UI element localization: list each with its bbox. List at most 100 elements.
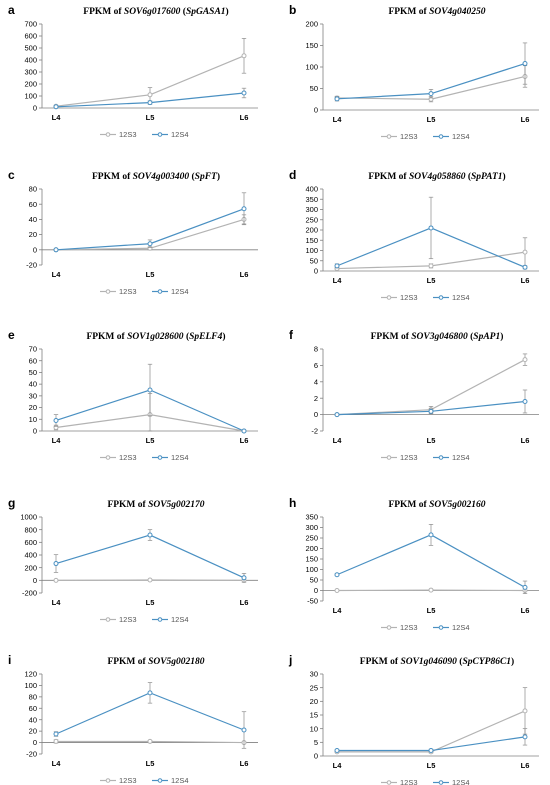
data-point [428,748,434,754]
y-tick-label: 400 [305,185,318,194]
x-tick-label: L6 [521,115,530,124]
data-point [53,577,59,583]
panel-f: f FPKM of SOV3g046800 (SpAP1) -2 0 2 4 6 8 L4 L5 L… [289,328,539,462]
legend-item: 12S4 [152,130,189,139]
legend-label: 12S3 [119,615,137,624]
legend-label: 12S4 [171,776,189,785]
legend-marker [157,289,163,294]
y-tick-label: 60 [29,200,37,209]
y-tick-label: 300 [305,205,318,214]
legend-marker [105,289,111,294]
legend-label: 12S3 [400,623,418,632]
legend-item: 12S4 [152,453,189,462]
y-tick-label: 40 [29,215,37,224]
legend-item: 12S4 [433,453,470,462]
legend-marker [386,625,392,630]
series-line [55,534,245,579]
legend-marker [438,295,444,300]
y-tick-label: 20 [29,403,37,412]
data-point [53,104,59,110]
data-point [428,225,434,231]
data-point [147,532,153,538]
data-point [522,357,528,363]
y-tick-label: 10 [29,415,37,424]
x-tick-label: L5 [146,759,155,768]
data-point [522,398,528,404]
panel-letter: f [289,328,294,342]
y-tick-label: 0 [314,586,318,595]
chart-title: FPKM of SOV1g028600 (SpELF4) [86,331,225,342]
x-tick-label: L4 [52,436,62,445]
y-tick-label: 2 [314,394,318,403]
series-12S4 [334,42,528,102]
y-tick-label: 30 [29,391,37,400]
y-tick-label: 80 [29,692,37,701]
data-point [522,249,528,255]
y-tick-label: 4 [314,377,318,386]
panel-letter: a [8,3,15,17]
data-point [241,428,247,434]
data-point [428,587,434,593]
data-point [428,408,434,414]
legend-label: 12S4 [171,287,189,296]
y-tick-label: 0 [33,427,37,436]
y-tick-label: 100 [305,63,318,72]
y-tick-label: 200 [305,544,318,553]
panel-letter: h [289,496,296,510]
legend-item: 12S4 [152,287,189,296]
series-12S3 [334,353,528,418]
legend-item: 12S4 [433,293,470,302]
legend-item: 12S3 [100,453,137,462]
y-tick-label: 0 [33,738,37,747]
panel-letter: g [8,496,15,510]
legend-item: 12S4 [152,776,189,785]
panel-e: e FPKM of SOV1g028600 (SpELF4) 0 10 20 30 40 50… [8,328,258,462]
y-tick-label: 0 [314,410,318,419]
x-tick-label: L5 [146,270,155,279]
y-tick-label: 100 [305,565,318,574]
legend-label: 12S3 [400,293,418,302]
legend-item: 12S4 [433,132,470,141]
chart-title: FPKM of SOV1g046090 (SpCYP86C1) [360,656,514,667]
x-tick-label: L6 [521,436,530,445]
y-tick-label: 200 [305,20,318,29]
panel-letter: i [8,653,11,667]
chart-title: FPKM of SOV4g040250 [388,7,485,17]
x-tick-label: L5 [427,606,436,615]
legend-item: 12S3 [381,778,418,785]
series-12S3 [53,738,247,746]
y-tick-label: 150 [305,41,318,50]
y-tick-label: 70 [29,345,37,354]
legend-item: 12S4 [433,623,470,632]
series-line [337,710,526,753]
panel-c: c FPKM of SOV4g003400 (SpFT) -20 0 20 40 60 80 L… [8,168,258,296]
y-tick-label: 100 [24,681,37,690]
y-tick-label: -2 [311,427,318,436]
data-point [147,241,153,247]
series-12S4 [53,87,247,110]
data-point [334,263,340,269]
data-point [147,92,153,98]
data-point [147,690,153,696]
panel-a: a FPKM of SOV6g017600 (SpGASA1) 0 100 200 300… [8,3,258,139]
x-tick-label: L5 [146,113,155,122]
legend-label: 12S3 [119,776,137,785]
data-point [241,206,247,212]
x-tick-label: L6 [240,436,249,445]
x-tick-label: L4 [52,759,62,768]
data-point [428,263,434,269]
data-point [522,708,528,714]
y-tick-label: 400 [24,56,37,65]
x-tick-label: L5 [427,436,436,445]
data-point [334,748,340,754]
chart-title: FPKM of SOV6g017600 (SpGASA1) [83,6,228,17]
x-tick-label: L6 [521,606,530,615]
y-tick-label: 1000 [20,513,37,522]
legend-marker [105,132,111,137]
data-point [147,577,153,583]
x-tick-label: L4 [52,113,62,122]
chart-title: FPKM of SOV4g058860 (SpPAT1) [368,171,505,182]
panel-b: b FPKM of SOV4g040250 0 50 100 150 200 L4 L5 L6 12… [289,3,539,141]
